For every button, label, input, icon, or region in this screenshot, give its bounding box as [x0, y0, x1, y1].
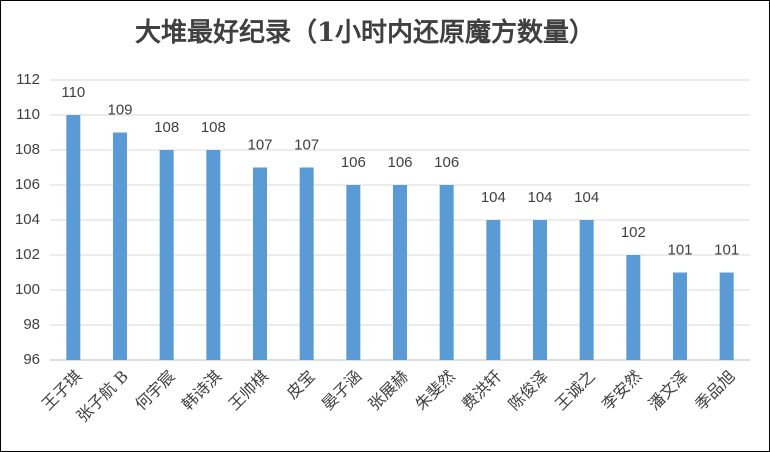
- data-label: 109: [107, 101, 132, 118]
- y-tick-label: 104: [15, 211, 40, 228]
- bar: [66, 115, 81, 360]
- data-label: 107: [247, 136, 272, 153]
- data-label: 106: [341, 154, 366, 171]
- data-label: 110: [61, 84, 85, 101]
- y-tick-label: 110: [16, 106, 40, 123]
- bar: [486, 220, 501, 360]
- data-label: 102: [621, 224, 646, 241]
- bar: [346, 185, 361, 360]
- y-tick-label: 100: [15, 281, 40, 298]
- data-label: 104: [527, 189, 552, 206]
- data-label: 104: [574, 189, 599, 206]
- y-tick-label: 98: [23, 316, 40, 333]
- y-tick-label: 102: [15, 246, 40, 263]
- y-tick-label: 106: [15, 176, 40, 193]
- data-label: 107: [294, 136, 319, 153]
- data-label: 101: [714, 241, 739, 258]
- bar: [393, 185, 407, 360]
- data-label: 101: [667, 241, 692, 258]
- bar: [719, 272, 734, 360]
- data-label: 106: [387, 154, 412, 171]
- bar: [253, 167, 267, 360]
- data-label: 106: [434, 154, 459, 171]
- y-tick-label: 108: [15, 141, 40, 158]
- y-tick-label: 112: [16, 71, 40, 88]
- bar: [579, 220, 594, 360]
- bar: [439, 185, 454, 360]
- bar: [673, 272, 687, 360]
- data-label: 108: [201, 119, 226, 136]
- data-label: 104: [481, 189, 506, 206]
- y-tick-label: 96: [23, 351, 40, 368]
- bar: [533, 220, 547, 360]
- chart-title: 大堆最好纪录（1小时内还原魔方数量）: [135, 17, 595, 48]
- bar: [206, 150, 221, 360]
- bar: [113, 132, 127, 360]
- bar: [159, 150, 174, 360]
- bar: [626, 255, 641, 360]
- bar: [299, 167, 314, 360]
- data-label: 108: [154, 119, 179, 136]
